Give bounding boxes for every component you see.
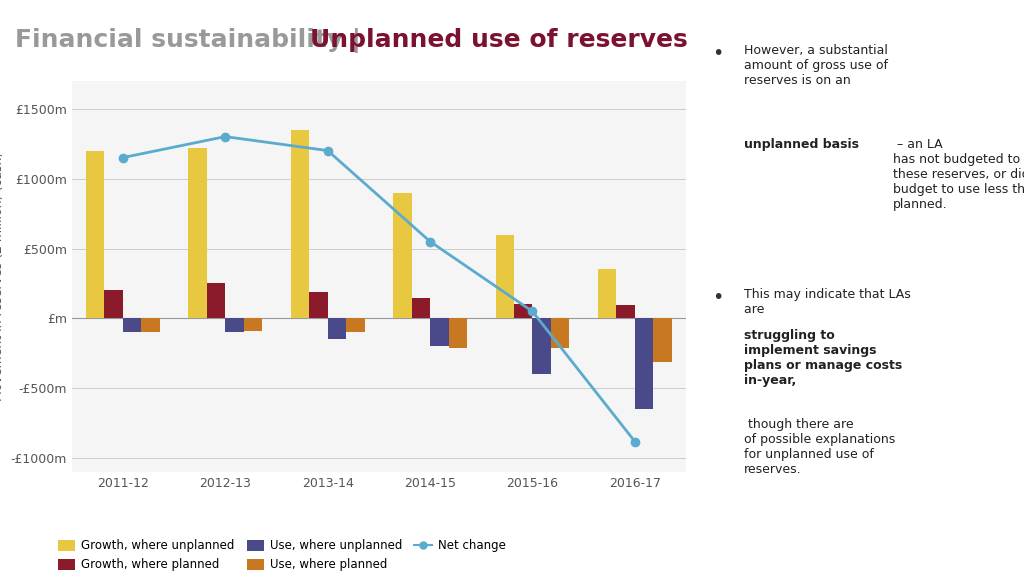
Bar bbox=[188, 148, 207, 319]
Bar bbox=[207, 283, 225, 319]
Text: unplanned basis: unplanned basis bbox=[743, 138, 859, 151]
Bar bbox=[532, 319, 551, 374]
Bar bbox=[514, 305, 532, 319]
Text: •: • bbox=[713, 288, 724, 307]
Bar bbox=[496, 234, 514, 319]
Bar bbox=[244, 319, 262, 331]
Bar bbox=[291, 130, 309, 319]
Text: Financial sustainability |: Financial sustainability | bbox=[14, 28, 370, 53]
Bar bbox=[346, 319, 365, 332]
Bar bbox=[616, 305, 635, 319]
Bar bbox=[393, 192, 412, 319]
Bar bbox=[412, 298, 430, 319]
Bar bbox=[598, 270, 616, 319]
Bar bbox=[104, 290, 123, 319]
Bar bbox=[449, 319, 467, 348]
Bar bbox=[309, 292, 328, 319]
Bar bbox=[141, 319, 160, 332]
Text: Unplanned use of reserves: Unplanned use of reserves bbox=[309, 28, 687, 52]
Bar bbox=[328, 319, 346, 339]
Bar bbox=[551, 319, 569, 348]
Text: This may indicate that LAs
are: This may indicate that LAs are bbox=[743, 288, 910, 316]
Text: struggling to
implement savings
plans or manage costs
in-year,: struggling to implement savings plans or… bbox=[743, 329, 902, 388]
Bar bbox=[123, 319, 141, 332]
Bar bbox=[86, 150, 104, 319]
Text: though there are
of possible explanations
for unplanned use of
reserves.: though there are of possible explanation… bbox=[743, 418, 895, 476]
Y-axis label: Movement in reserves (£ million) (cash): Movement in reserves (£ million) (cash) bbox=[0, 152, 5, 401]
Bar bbox=[430, 319, 449, 346]
Text: However, a substantial
amount of gross use of
reserves is on an: However, a substantial amount of gross u… bbox=[743, 44, 888, 103]
Bar bbox=[225, 319, 244, 332]
Legend: Growth, where unplanned, Growth, where planned, Use, where unplanned, Use, where: Growth, where unplanned, Growth, where p… bbox=[53, 535, 511, 576]
Text: •: • bbox=[713, 44, 724, 63]
Bar bbox=[635, 319, 653, 410]
Text: – an LA
has not budgeted to use
these reserves, or did
budget to use less than
p: – an LA has not budgeted to use these re… bbox=[893, 138, 1024, 211]
Bar bbox=[653, 319, 672, 362]
